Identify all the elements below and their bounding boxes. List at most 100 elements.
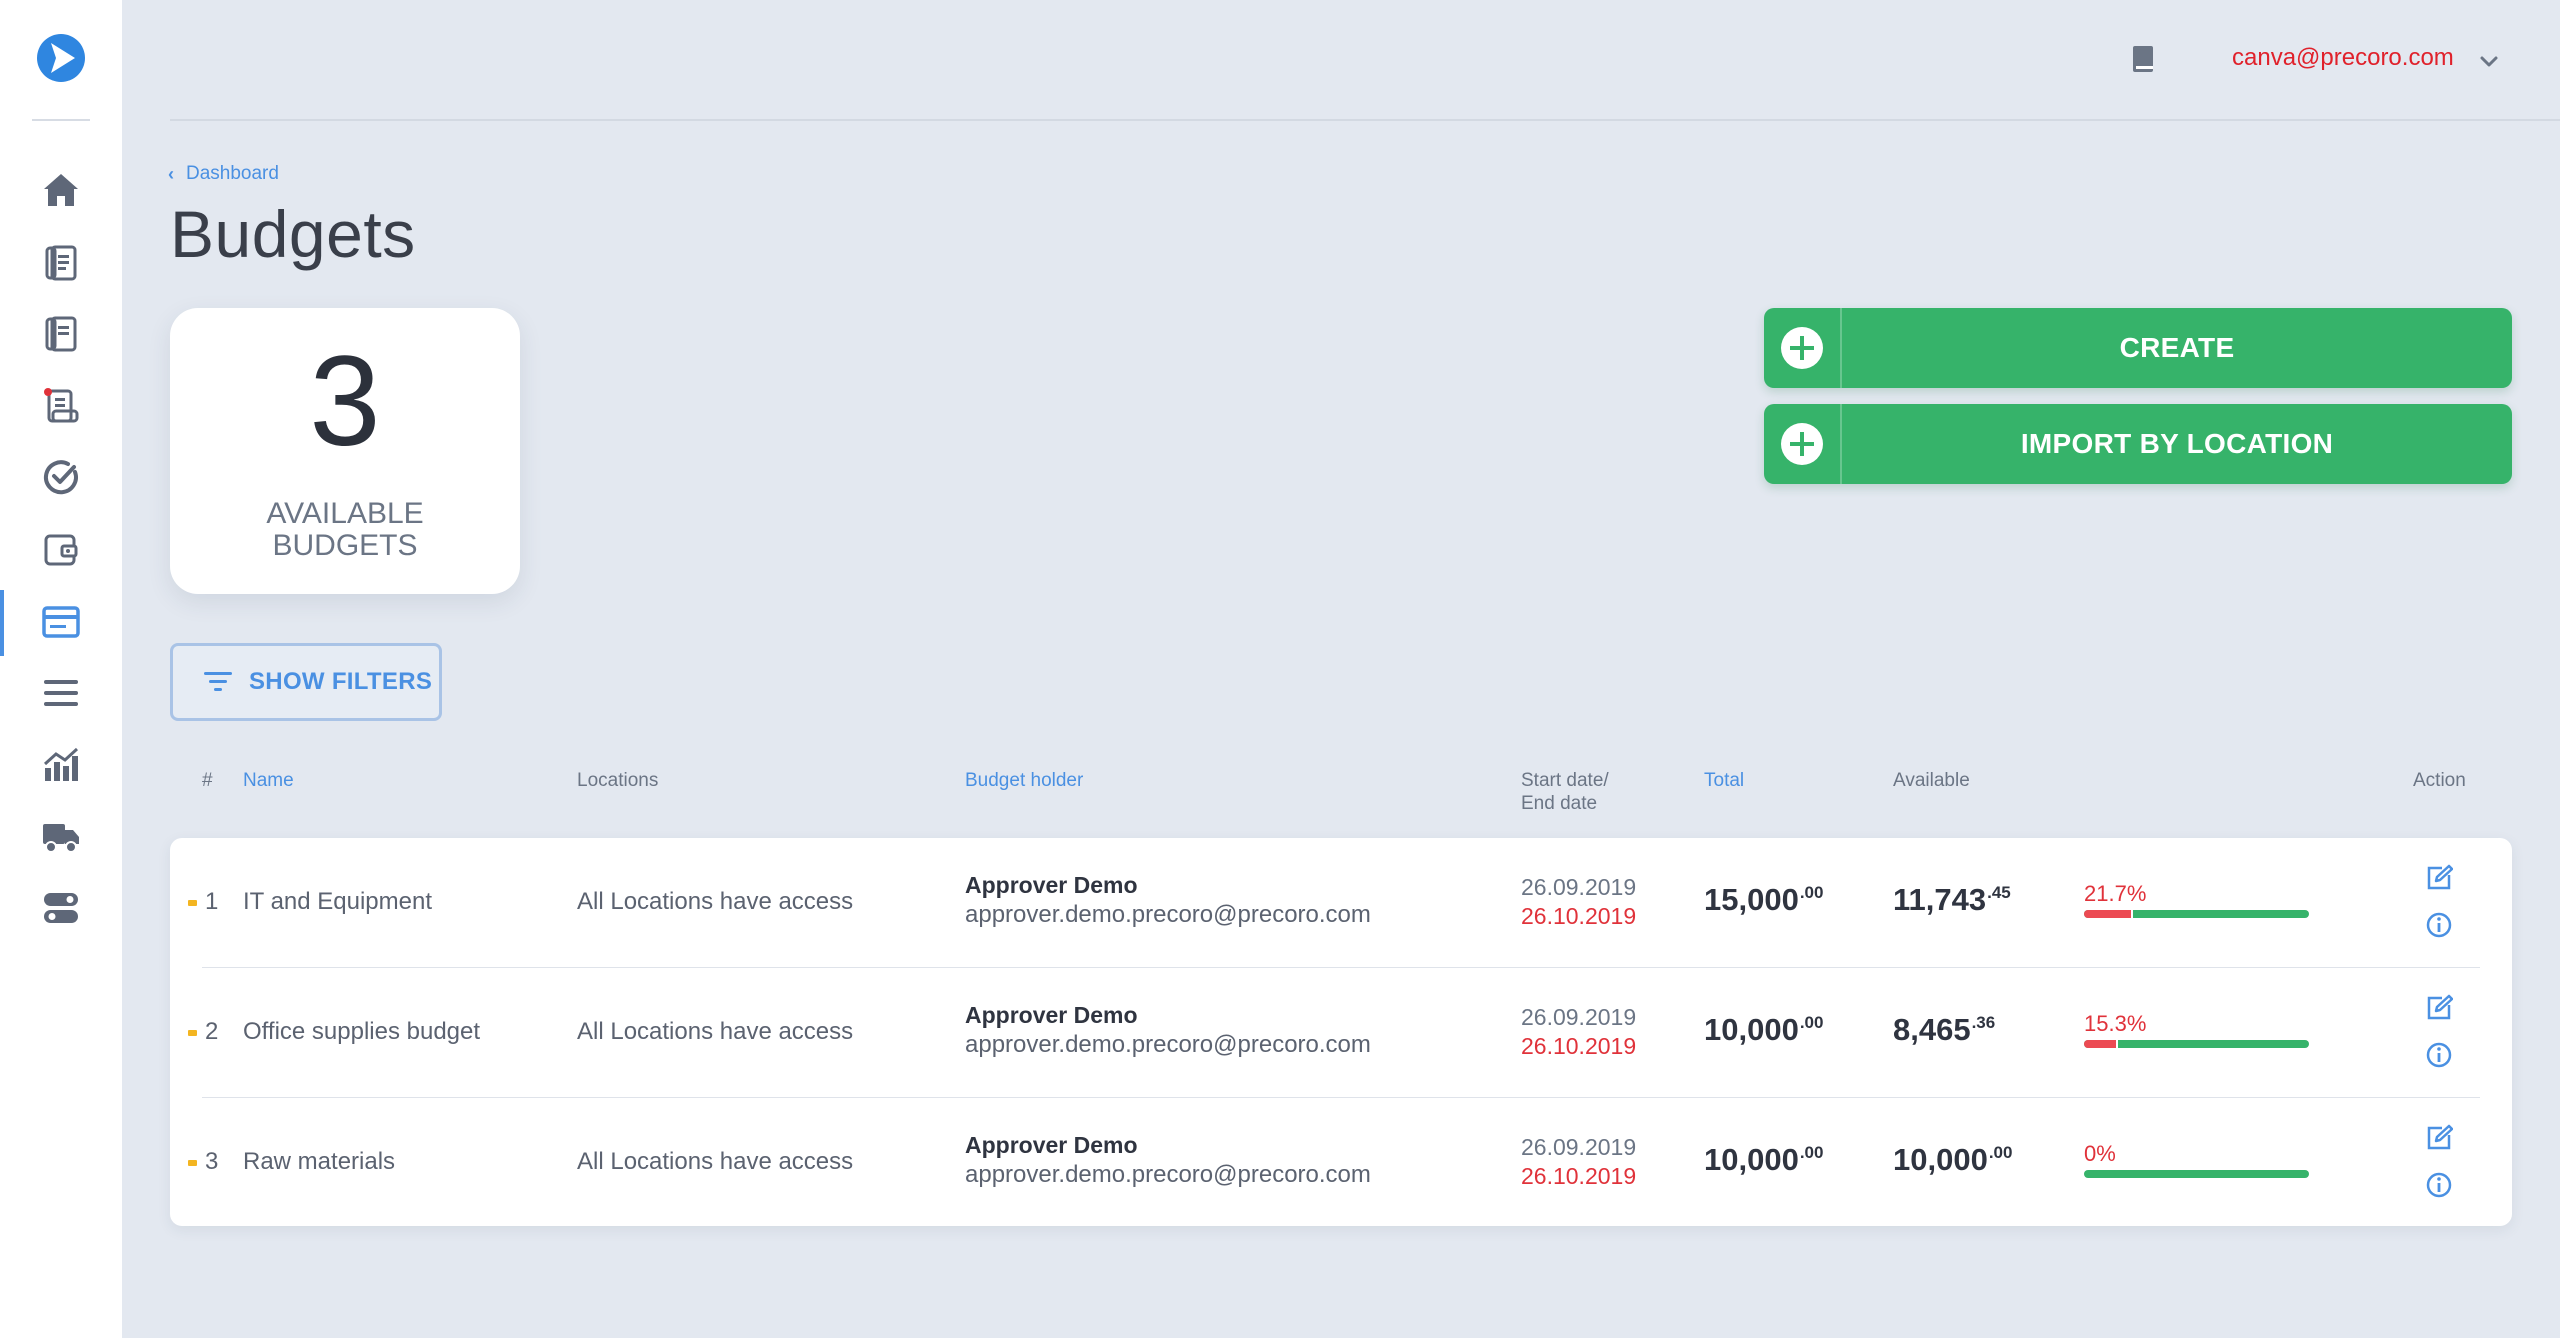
used-percent: 0% bbox=[2084, 1141, 2116, 1166]
home-icon[interactable] bbox=[0, 159, 122, 223]
show-filters-button[interactable]: SHOW FILTERS bbox=[170, 643, 442, 721]
col-header-available: Available bbox=[1893, 770, 1970, 791]
col-header-num: # bbox=[202, 770, 213, 791]
available-integer: 10,000 bbox=[1893, 1142, 1988, 1177]
available-decimal: .36 bbox=[1971, 1013, 1996, 1032]
end-date: 26.10.2019 bbox=[1521, 1033, 1637, 1059]
check-circle-icon[interactable] bbox=[0, 445, 122, 509]
available-integer: 8,465 bbox=[1893, 1012, 1971, 1047]
end-date: 26.10.2019 bbox=[1521, 1163, 1637, 1189]
budget-holder: Approver Demo approver.demo.precoro@preco… bbox=[965, 1002, 1371, 1059]
usage-progress-bar bbox=[2084, 910, 2309, 918]
used-percent: 15.3% bbox=[2084, 1011, 2147, 1036]
breadcrumb-link[interactable]: Dashboard bbox=[186, 163, 279, 184]
col-header-total[interactable]: Total bbox=[1704, 770, 1745, 791]
info-icon[interactable] bbox=[2425, 911, 2453, 939]
budget-holder: Approver Demo approver.demo.precoro@preco… bbox=[965, 1132, 1371, 1189]
breadcrumb[interactable]: ‹ Dashboard bbox=[168, 163, 279, 185]
sidebar bbox=[0, 0, 122, 1338]
budget-available: 8,465.36 bbox=[1893, 1012, 1995, 1048]
total-integer: 10,000 bbox=[1704, 1142, 1799, 1177]
create-button-label: CREATE bbox=[2119, 332, 2235, 363]
row-number: 1 bbox=[205, 888, 219, 915]
budget-dates: 26.09.2019 26.10.2019 bbox=[1521, 874, 1636, 930]
holder-name: Approver Demo bbox=[965, 1002, 1138, 1028]
document-icon[interactable] bbox=[0, 231, 122, 295]
usage-progress-bar bbox=[2084, 1040, 2309, 1048]
info-icon[interactable] bbox=[2425, 1171, 2453, 1199]
budget-available: 11,743.45 bbox=[1893, 882, 2011, 918]
truck-icon[interactable] bbox=[0, 805, 122, 869]
total-decimal: .00 bbox=[1799, 1143, 1824, 1162]
plus-circle-icon bbox=[1781, 327, 1823, 369]
import-button-label: IMPORT BY LOCATION bbox=[2020, 428, 2334, 459]
available-decimal: .00 bbox=[1988, 1143, 2013, 1162]
budget-locations: All Locations have access bbox=[577, 1148, 854, 1175]
precoro-logo[interactable] bbox=[37, 34, 85, 82]
total-decimal: .00 bbox=[1799, 1013, 1824, 1032]
holder-email: approver.demo.precoro@precoro.com bbox=[965, 901, 1371, 928]
budget-name[interactable]: Office supplies budget bbox=[243, 1018, 481, 1045]
usage-progress-used bbox=[2084, 910, 2133, 918]
col-header-name[interactable]: Name bbox=[243, 770, 294, 791]
budget-holder: Approver Demo approver.demo.precoro@preco… bbox=[965, 872, 1371, 929]
table-row[interactable]: 1 IT and Equipment All Locations have acce… bbox=[170, 838, 2512, 968]
budget-total: 15,000.00 bbox=[1704, 882, 1823, 918]
start-date: 26.09.2019 bbox=[1521, 1004, 1637, 1030]
edit-icon[interactable] bbox=[2425, 1124, 2453, 1152]
page-title: Budgets bbox=[170, 197, 416, 271]
show-filters-label: SHOW FILTERS bbox=[249, 668, 433, 695]
nav-active-indicator bbox=[0, 590, 4, 656]
col-header-budget-holder[interactable]: Budget holder bbox=[965, 770, 1084, 791]
budget-name[interactable]: Raw materials bbox=[243, 1148, 396, 1175]
available-integer: 11,743 bbox=[1893, 882, 1987, 917]
total-integer: 15,000 bbox=[1704, 882, 1799, 917]
analytics-icon[interactable] bbox=[0, 733, 122, 797]
budget-name[interactable]: IT and Equipment bbox=[243, 888, 433, 915]
edit-icon[interactable] bbox=[2425, 994, 2453, 1022]
row-number: 2 bbox=[205, 1018, 219, 1045]
info-icon[interactable] bbox=[2425, 1041, 2453, 1069]
usage-progress-used bbox=[2084, 1040, 2119, 1048]
chevron-left-icon: ‹ bbox=[168, 163, 174, 184]
budget-total: 10,000.00 bbox=[1704, 1012, 1823, 1048]
create-button[interactable]: CREATE bbox=[1764, 308, 2512, 388]
budget-dates: 26.09.2019 26.10.2019 bbox=[1521, 1134, 1636, 1190]
start-date: 26.09.2019 bbox=[1521, 1134, 1637, 1160]
wallet-icon[interactable] bbox=[0, 517, 122, 581]
available-decimal: .45 bbox=[1987, 883, 2011, 902]
book-icon[interactable] bbox=[2131, 44, 2157, 74]
budget-total: 10,000.00 bbox=[1704, 1142, 1823, 1178]
import-by-location-button[interactable]: IMPORT BY LOCATION bbox=[1764, 404, 2512, 484]
sidebar-divider bbox=[32, 119, 90, 121]
receipt-icon[interactable] bbox=[0, 374, 122, 438]
available-budgets-card: 3 AVAILABLE BUDGETS bbox=[170, 308, 520, 594]
chevron-down-icon[interactable] bbox=[2478, 50, 2500, 72]
user-email[interactable]: canva@precoro.com bbox=[2232, 44, 2454, 71]
table-row[interactable]: 3 Raw materials All Locations have access A… bbox=[170, 1098, 2512, 1228]
usage-progress-bar bbox=[2084, 1170, 2309, 1178]
plus-circle-icon bbox=[1781, 423, 1823, 465]
topbar-divider bbox=[170, 119, 2560, 121]
budget-available: 10,000.00 bbox=[1893, 1142, 2012, 1178]
settings-toggle-icon[interactable] bbox=[0, 876, 122, 940]
total-decimal: .00 bbox=[1799, 883, 1824, 902]
holder-name: Approver Demo bbox=[965, 1132, 1138, 1158]
edit-icon[interactable] bbox=[2425, 864, 2453, 892]
budget-count-label: AVAILABLE BUDGETS bbox=[266, 497, 424, 562]
end-date: 26.10.2019 bbox=[1521, 903, 1637, 929]
document-icon[interactable] bbox=[0, 302, 122, 366]
row-marker bbox=[188, 900, 197, 906]
total-integer: 10,000 bbox=[1704, 1012, 1799, 1047]
filter-icon bbox=[204, 672, 232, 691]
col-header-locations: Locations bbox=[577, 770, 659, 791]
budget-locations: All Locations have access bbox=[577, 888, 854, 915]
col-header-dates: Start date/ End date bbox=[1521, 770, 1609, 814]
table-row[interactable]: 2 Office supplies budget All Locations hav… bbox=[170, 968, 2512, 1098]
budget-dates: 26.09.2019 26.10.2019 bbox=[1521, 1004, 1636, 1060]
menu-icon[interactable] bbox=[0, 661, 122, 725]
holder-email: approver.demo.precoro@precoro.com bbox=[965, 1031, 1371, 1058]
row-marker bbox=[188, 1030, 197, 1036]
budget-card-icon[interactable] bbox=[0, 590, 122, 654]
row-number: 3 bbox=[205, 1148, 219, 1175]
